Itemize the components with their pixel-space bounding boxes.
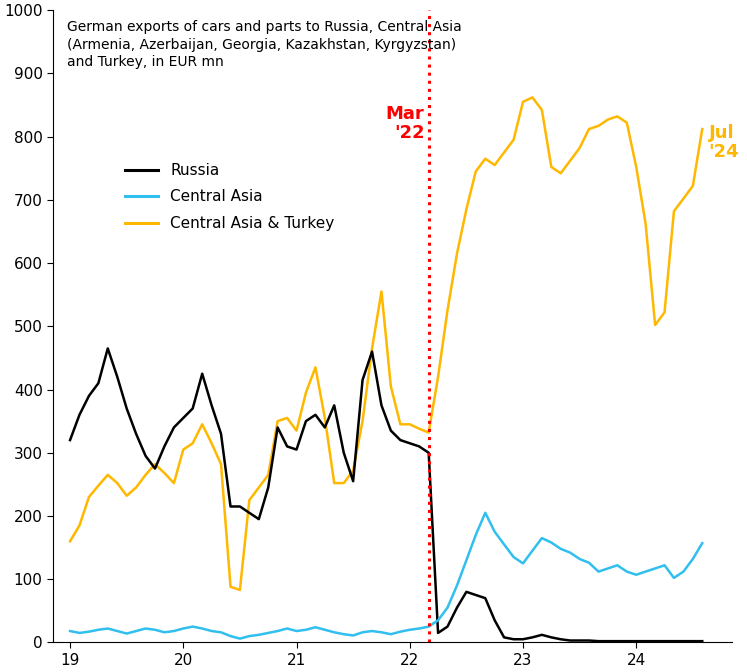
Legend: Russia, Central Asia, Central Asia & Turkey: Russia, Central Asia, Central Asia & Tur… [119,157,341,237]
Text: German exports of cars and parts to Russia, Central Asia
(Armenia, Azerbaijan, G: German exports of cars and parts to Russ… [66,19,462,69]
Text: Jul
'24: Jul '24 [709,124,740,161]
Text: Mar
'22: Mar '22 [385,105,424,142]
